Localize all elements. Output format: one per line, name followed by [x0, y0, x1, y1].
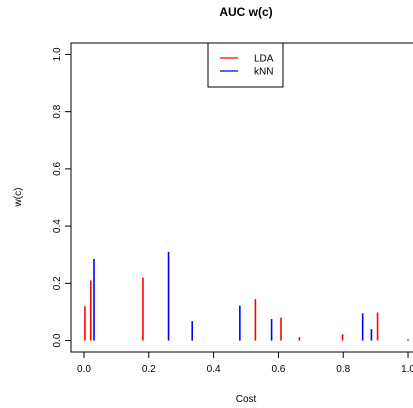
x-axis-label: Cost: [236, 394, 257, 405]
x-axis: 0.0 0.2 0.4 0.6 0.8 1.0: [77, 351, 413, 375]
x-tick-label: 0.6: [271, 364, 285, 375]
plot-frame: [70, 42, 413, 353]
x-tick-label: 0.0: [77, 364, 91, 375]
y-tick-label: 0.0: [52, 333, 63, 347]
legend-label-lda: LDA: [254, 54, 274, 65]
legend-box: [207, 42, 284, 88]
x-tick-label: 0.8: [336, 364, 350, 375]
x-tick-label: 1.0: [401, 364, 413, 375]
chart-title: AUC w(c): [219, 5, 272, 19]
y-axis: 0.0 0.2 0.4 0.6 0.8 1.0: [52, 47, 72, 348]
y-tick-label: 0.2: [52, 276, 63, 290]
series-marks: [84, 251, 409, 341]
y-tick-label: 0.6: [52, 162, 63, 176]
x-tick-label: 0.2: [142, 364, 156, 375]
legend-label-knn: kNN: [254, 67, 273, 78]
y-axis-label: w(c): [13, 188, 24, 208]
y-tick-label: 0.8: [52, 104, 63, 118]
x-tick-label: 0.4: [207, 364, 221, 375]
y-tick-label: 0.4: [52, 219, 63, 233]
legend: LDA kNN: [207, 42, 284, 88]
y-tick-label: 1.0: [52, 47, 63, 61]
